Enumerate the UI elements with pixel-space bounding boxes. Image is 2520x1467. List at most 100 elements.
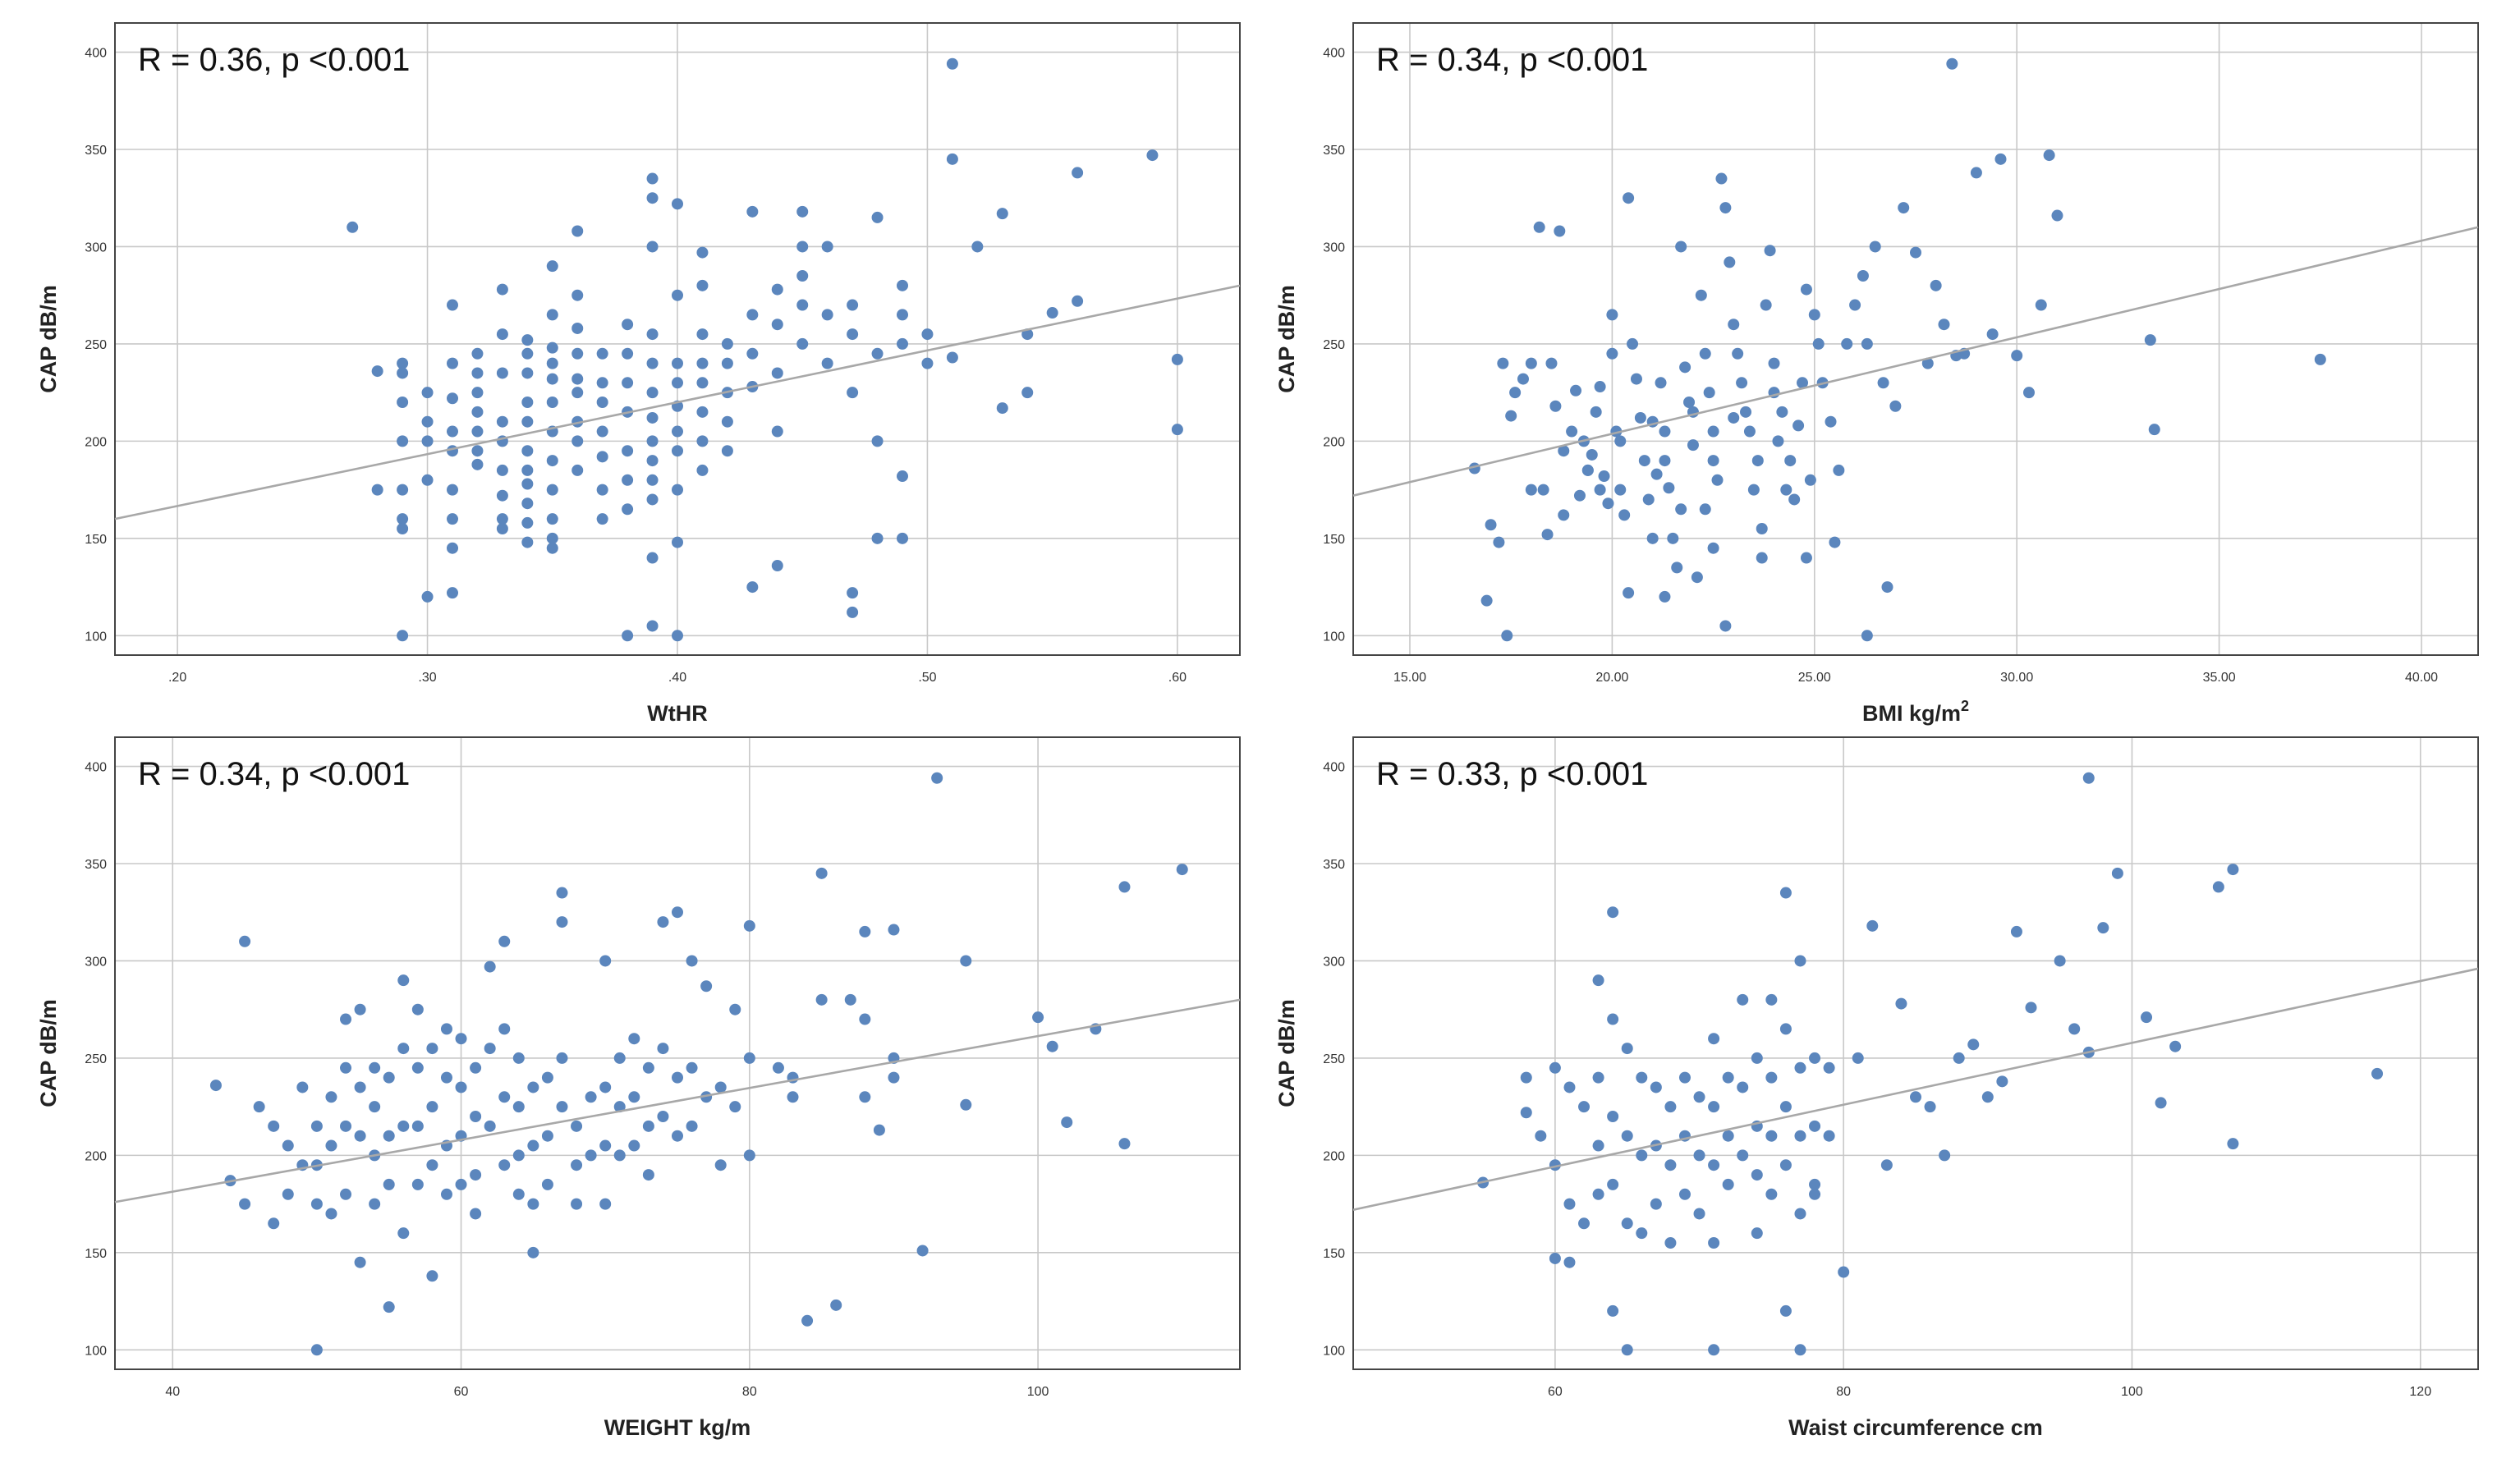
data-point (1743, 425, 1756, 438)
data-point (470, 1111, 482, 1122)
data-point (1621, 1344, 1633, 1356)
data-point (2111, 867, 2123, 879)
data-point (1708, 1101, 1720, 1113)
data-point (657, 916, 669, 928)
data-point (521, 367, 534, 379)
fit-line (114, 284, 1241, 520)
data-point (310, 1120, 323, 1132)
data-point (440, 1023, 452, 1035)
data-point (1737, 1081, 1749, 1093)
data-point (1823, 1061, 1835, 1074)
x-tick-label: 25.00 (1798, 671, 1831, 685)
panel-waist: 60 80 100 120 100 150 200 250 300 350 400 R = 0.33,… (1274, 736, 2479, 1440)
data-point (1678, 1071, 1691, 1084)
data-point (1852, 1052, 1864, 1064)
data-point (282, 1188, 294, 1200)
data-point (498, 1159, 511, 1171)
data-point (1703, 387, 1715, 399)
data-point (484, 1043, 496, 1055)
data-point (1711, 474, 1724, 486)
data-point (1072, 167, 1084, 179)
data-point (721, 337, 733, 350)
data-point (1981, 1091, 1994, 1103)
data-point (628, 1139, 640, 1152)
data-point (496, 489, 508, 502)
data-point (1784, 455, 1797, 467)
data-point (646, 552, 659, 564)
data-point (746, 205, 759, 218)
data-point (1880, 1159, 1893, 1171)
y-tick-label: 150 (85, 1247, 107, 1261)
data-point (596, 397, 608, 408)
data-point (1825, 415, 1837, 428)
data-point (1650, 468, 1663, 480)
data-point (2043, 149, 2055, 162)
data-point (268, 1217, 280, 1230)
data-point (622, 445, 634, 457)
data-point (1708, 1344, 1720, 1356)
data-point (672, 1071, 683, 1084)
data-point (642, 1061, 654, 1074)
data-point (1924, 1101, 1936, 1113)
data-point (696, 279, 709, 291)
data-point (447, 484, 458, 496)
y-tick-label: 100 (85, 1344, 107, 1358)
data-point (383, 1178, 395, 1190)
data-point (801, 1314, 814, 1327)
data-point (310, 1344, 323, 1356)
data-point (1621, 1217, 1633, 1230)
data-point (1072, 295, 1084, 307)
data-point (383, 1301, 395, 1313)
data-point (1693, 1149, 1705, 1162)
data-point (527, 1139, 539, 1152)
data-point (2371, 1067, 2384, 1080)
plot-frame (114, 22, 1241, 656)
data-point (821, 309, 833, 321)
data-point (1545, 357, 1558, 369)
data-point (1881, 581, 1893, 594)
data-point (657, 1043, 669, 1055)
data-point (1664, 1159, 1677, 1171)
data-point (1841, 337, 1853, 350)
data-point (470, 1208, 482, 1220)
data-point (527, 1198, 539, 1210)
data-point (1747, 484, 1760, 496)
data-point (599, 1081, 612, 1093)
data-point (447, 513, 458, 525)
y-tick-label: 250 (1323, 1052, 1345, 1066)
x-tick-label: 60 (454, 1385, 469, 1399)
data-point (1602, 497, 1614, 510)
data-point (1708, 1237, 1720, 1249)
data-point (1889, 400, 1902, 412)
data-point (521, 536, 534, 548)
y-tick-label: 250 (1323, 338, 1345, 352)
data-point (397, 397, 409, 408)
data-point (622, 347, 634, 360)
data-point (646, 493, 659, 506)
data-point (646, 455, 659, 467)
data-point (996, 208, 1008, 220)
data-point (1592, 1139, 1604, 1152)
data-point (1171, 424, 1183, 436)
data-point (696, 246, 709, 259)
x-tick-label: .20 (168, 671, 186, 685)
data-point (921, 357, 934, 369)
data-point (484, 960, 496, 973)
data-point (1563, 1256, 1576, 1268)
data-point (411, 1003, 424, 1015)
data-point (1938, 319, 1950, 331)
data-point (498, 1091, 511, 1103)
data-point (1953, 1052, 1965, 1064)
data-point (696, 328, 709, 341)
data-point (646, 474, 659, 486)
data-point (1517, 373, 1529, 385)
data-point (571, 464, 584, 476)
data-point (383, 1071, 395, 1084)
data-point (1772, 435, 1784, 447)
data-point (871, 435, 884, 447)
data-point (1779, 1101, 1792, 1113)
data-point (571, 347, 584, 360)
data-point (1812, 337, 1825, 350)
data-point (628, 1033, 640, 1045)
data-point (447, 299, 458, 311)
